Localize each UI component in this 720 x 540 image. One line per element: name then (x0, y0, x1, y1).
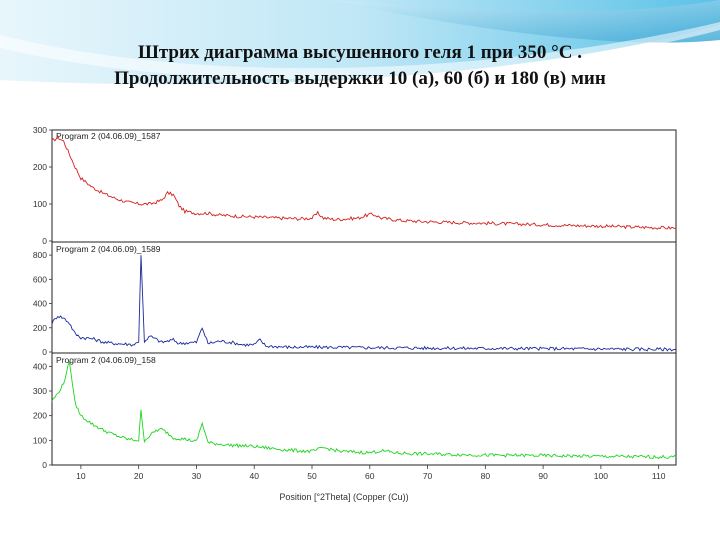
y-tick-label-top: 0 (42, 236, 47, 246)
header-swoosh-accent (330, 0, 720, 43)
x-tick-label: 60 (365, 471, 375, 481)
y-tick-label-middle: 200 (33, 323, 47, 333)
x-tick-label: 110 (652, 471, 666, 481)
slide-title: Штрих диаграмма высушенного геля 1 при 3… (0, 40, 720, 92)
x-tick-label: 30 (192, 471, 202, 481)
x-tick-label: 50 (307, 471, 317, 481)
plot-frame (51, 129, 677, 466)
y-tick-label-bottom: 300 (33, 386, 47, 396)
y-tick-label-bottom: 0 (42, 460, 47, 470)
x-tick-label: 90 (538, 471, 548, 481)
header-swoosh-light (0, 22, 720, 80)
y-tick-label-middle: 0 (42, 347, 47, 357)
x-tick-label: 70 (423, 471, 433, 481)
series-line-middle (51, 255, 677, 352)
x-tick-label: 80 (481, 471, 491, 481)
y-tick-label-middle: 600 (33, 274, 47, 284)
legend-middle: Program 2 (04.06.09)_1589 (56, 244, 161, 254)
series-line-top (51, 134, 677, 230)
y-tick-label-top: 100 (33, 199, 47, 209)
slide-title-line-2: Продолжительность выдержки 10 (а), 60 (б… (114, 68, 606, 89)
y-tick-label-middle: 800 (33, 250, 47, 260)
x-tick-label: 10 (76, 471, 86, 481)
y-tick-label-bottom: 200 (33, 411, 47, 421)
legend-bottom: Program 2 (04.06.09)_158 (56, 355, 156, 365)
y-tick-label-bottom: 400 (33, 361, 47, 371)
xrd-chart: 0 100 200 300 Program 2 (04.06.09)_1587 0 200 4… (22, 118, 697, 538)
x-tick-label: 40 (249, 471, 259, 481)
y-tick-label-middle: 400 (33, 299, 47, 309)
y-tick-label-top: 300 (33, 125, 47, 135)
x-axis-label: Position [°2Theta] (Copper (Cu)) (279, 492, 408, 502)
y-tick-label-bottom: 100 (33, 435, 47, 445)
legend-top: Program 2 (04.06.09)_1587 (56, 131, 161, 141)
series-line-bottom (51, 361, 677, 460)
x-tick-label: 20 (134, 471, 144, 481)
y-tick-label-top: 200 (33, 162, 47, 172)
slide-title-line-1: Штрих диаграмма высушенного геля 1 при 3… (137, 42, 583, 63)
x-tick-label: 100 (594, 471, 608, 481)
